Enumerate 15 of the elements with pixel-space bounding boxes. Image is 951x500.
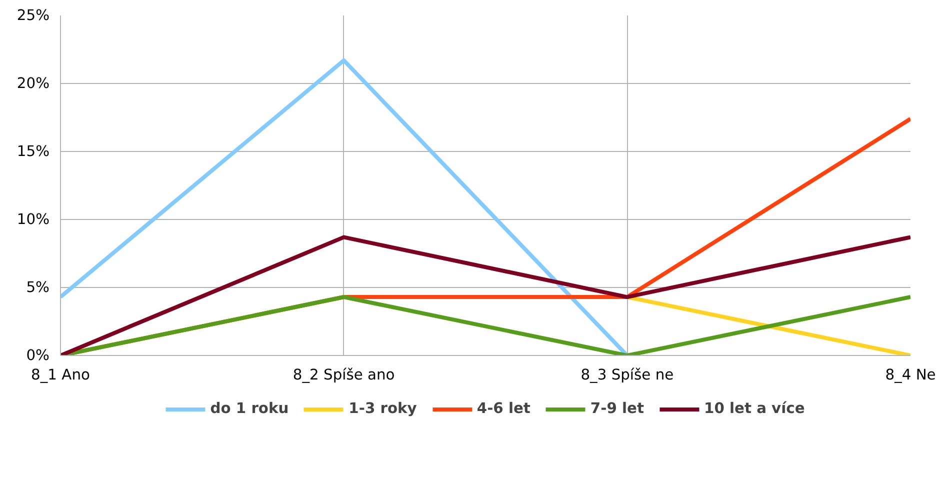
legend-label: 7-9 let <box>590 400 644 417</box>
y-tick-label: 15% <box>16 143 50 160</box>
x-tick-label: 8_1 Ano <box>31 366 90 384</box>
x-tick-label: 8_3 Spíše ne <box>580 366 674 384</box>
y-tick-label: 20% <box>16 75 50 92</box>
y-tick-label: 5% <box>26 279 50 296</box>
y-tick-label: 25% <box>16 7 50 24</box>
legend-label: 4-6 let <box>476 400 530 417</box>
x-tick-label: 8_2 Spíše ano <box>292 366 395 384</box>
legend-label: 10 let a více <box>704 400 805 417</box>
legend-label: do 1 roku <box>210 400 289 417</box>
x-tick-label: 8_4 Ne <box>885 366 936 384</box>
legend-label: 1-3 roky <box>348 400 417 417</box>
y-tick-label: 0% <box>26 347 50 364</box>
y-tick-label: 10% <box>16 211 50 228</box>
